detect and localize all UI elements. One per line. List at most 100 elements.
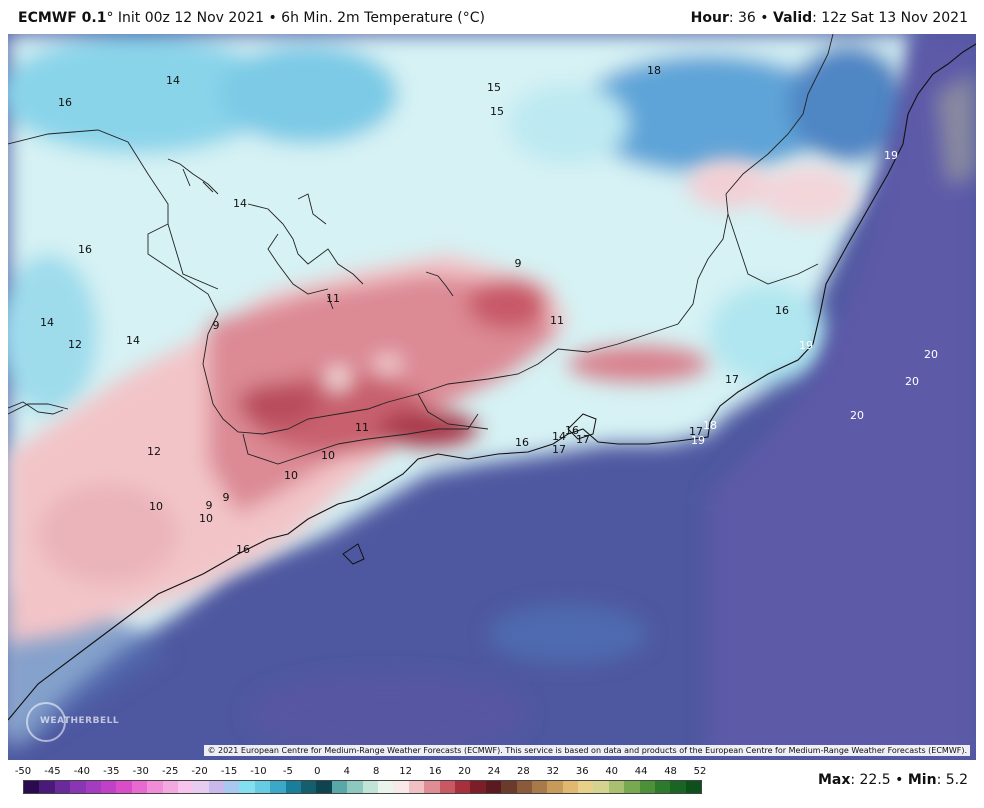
temperature-map[interactable]: 14 16 15 15 18 19 14 16 9 11 11 9 14 12 14 16 19 20 20 17 20… (8, 34, 976, 760)
colorbar-swatch (239, 781, 255, 793)
colorbar-swatch (501, 781, 517, 793)
colorbar-swatch (624, 781, 640, 793)
valid-label: Valid (773, 10, 813, 26)
colorbar-tick-label: -15 (220, 766, 238, 777)
colorbar-swatch (485, 781, 502, 793)
colorbar-swatch (177, 781, 194, 793)
colorbar-swatch (316, 781, 332, 793)
colorbar-tick-label: -20 (191, 766, 208, 777)
temperature-label: 10 (321, 449, 335, 462)
hour-value: : 36 • (728, 10, 773, 26)
temperature-label: 19 (884, 149, 898, 162)
colorbar-tick-label: 40 (605, 766, 619, 777)
colorbar-swatch (608, 781, 625, 793)
colorbar: -50 -45 -40 -35 -30 -25 -20 -15 -10 -5 0 4 8 12 16 20 24… (0, 760, 984, 808)
colorbar-tick-label: 24 (487, 766, 501, 777)
map-title: ECMWF 0.1° Init 00z 12 Nov 2021 • 6h Min… (18, 10, 485, 26)
colorbar-swatch (439, 781, 455, 793)
logo-text: WEATHERBELL (40, 716, 120, 726)
title-details: ° Init 00z 12 Nov 2021 • 6h Min. 2m Temp… (106, 10, 485, 26)
colorbar-tick-label: 48 (664, 766, 677, 777)
temperature-label: 18 (703, 419, 717, 432)
temperature-label: 11 (355, 421, 369, 434)
temperature-label: 11 (550, 314, 564, 327)
temperature-label: 14 (552, 430, 566, 443)
temperature-label: 17 (576, 433, 590, 446)
colorbar-swatch (670, 781, 686, 793)
colorbar-swatch (224, 781, 240, 793)
header: ECMWF 0.1° Init 00z 12 Nov 2021 • 6h Min… (0, 0, 984, 34)
temperature-label: 19 (691, 434, 705, 447)
coastline (8, 43, 976, 721)
temperature-label: 15 (487, 81, 501, 94)
colorbar-tick-label: 12 (399, 766, 413, 777)
temperature-label: 10 (149, 500, 163, 513)
temperature-label: 18 (647, 64, 661, 77)
colorbar-swatch (393, 781, 409, 793)
colorbar-tick-label: 52 (693, 766, 707, 777)
min-value: : 5.2 (936, 772, 968, 788)
colorbar-swatch (516, 781, 532, 793)
temperature-label: 16 (515, 436, 529, 449)
temperature-label: 14 (166, 74, 180, 87)
colorbar-swatch (39, 781, 55, 793)
colorbar-swatch (162, 781, 178, 793)
colorbar-swatch (54, 781, 71, 793)
colorbar-scale (23, 780, 702, 794)
temperature-label: 16 (775, 304, 789, 317)
temperature-label: 9 (206, 499, 213, 512)
temperature-label: 9 (515, 257, 522, 270)
temperature-label: 9 (223, 491, 230, 504)
colorbar-swatch (193, 781, 209, 793)
colorbar-swatch (116, 781, 132, 793)
colorbar-swatch (347, 781, 363, 793)
colorbar-tick-label: 20 (458, 766, 471, 777)
temperature-label: 17 (725, 373, 739, 386)
colorbar-tick-label: -25 (162, 766, 179, 777)
colorbar-swatch (131, 781, 148, 793)
colorbar-tick-label: -45 (44, 766, 61, 777)
colorbar-tick-label: -50 (14, 766, 32, 777)
colorbar-tick-label: 8 (373, 766, 380, 777)
island-outline (567, 413, 597, 440)
temperature-label: 10 (284, 469, 298, 482)
colorbar-swatch (547, 781, 563, 793)
temperature-label: 15 (490, 105, 504, 118)
colorbar-swatch (85, 781, 101, 793)
colorbar-swatch (531, 781, 548, 793)
colorbar-swatch (639, 781, 656, 793)
colorbar-swatch (578, 781, 594, 793)
island-outline (342, 543, 365, 565)
temperature-label: 17 (689, 425, 703, 438)
colorbar-swatch (70, 781, 86, 793)
colorbar-tick-label: 4 (343, 766, 350, 777)
model-name: ECMWF 0.1 (18, 10, 107, 26)
colorbar-swatch (593, 781, 609, 793)
colorbar-swatch (270, 781, 286, 793)
colorbar-tick-label: 36 (575, 766, 589, 777)
temperature-label: 20 (850, 409, 864, 422)
colorbar-swatch (685, 781, 702, 793)
weatherbell-logo: WEATHERBELL (18, 700, 119, 746)
colorbar-swatch (100, 781, 117, 793)
colorbar-swatch (208, 781, 225, 793)
temperature-label: 16 (565, 424, 579, 437)
valid-value: : 12z Sat 13 Nov 2021 (812, 10, 968, 26)
colorbar-swatch (655, 781, 671, 793)
colorbar-tick-label: 16 (428, 766, 442, 777)
valid-time: Hour: 36 • Valid: 12z Sat 13 Nov 2021 (691, 10, 968, 26)
colorbar-swatch (331, 781, 348, 793)
temperature-label: 20 (905, 375, 919, 388)
temperature-label: 16 (236, 543, 250, 556)
temperature-label: 20 (924, 348, 938, 361)
colorbar-tick-label: -10 (250, 766, 267, 777)
colorbar-swatch (301, 781, 317, 793)
temperature-label: 19 (799, 339, 813, 352)
colorbar-swatch (454, 781, 471, 793)
colorbar-swatch (362, 781, 378, 793)
max-value: : 22.5 • (850, 772, 908, 788)
colorbar-tick-label: -40 (73, 766, 91, 777)
hour-label: Hour (690, 10, 729, 26)
colorbar-tick-label: 44 (634, 766, 648, 777)
